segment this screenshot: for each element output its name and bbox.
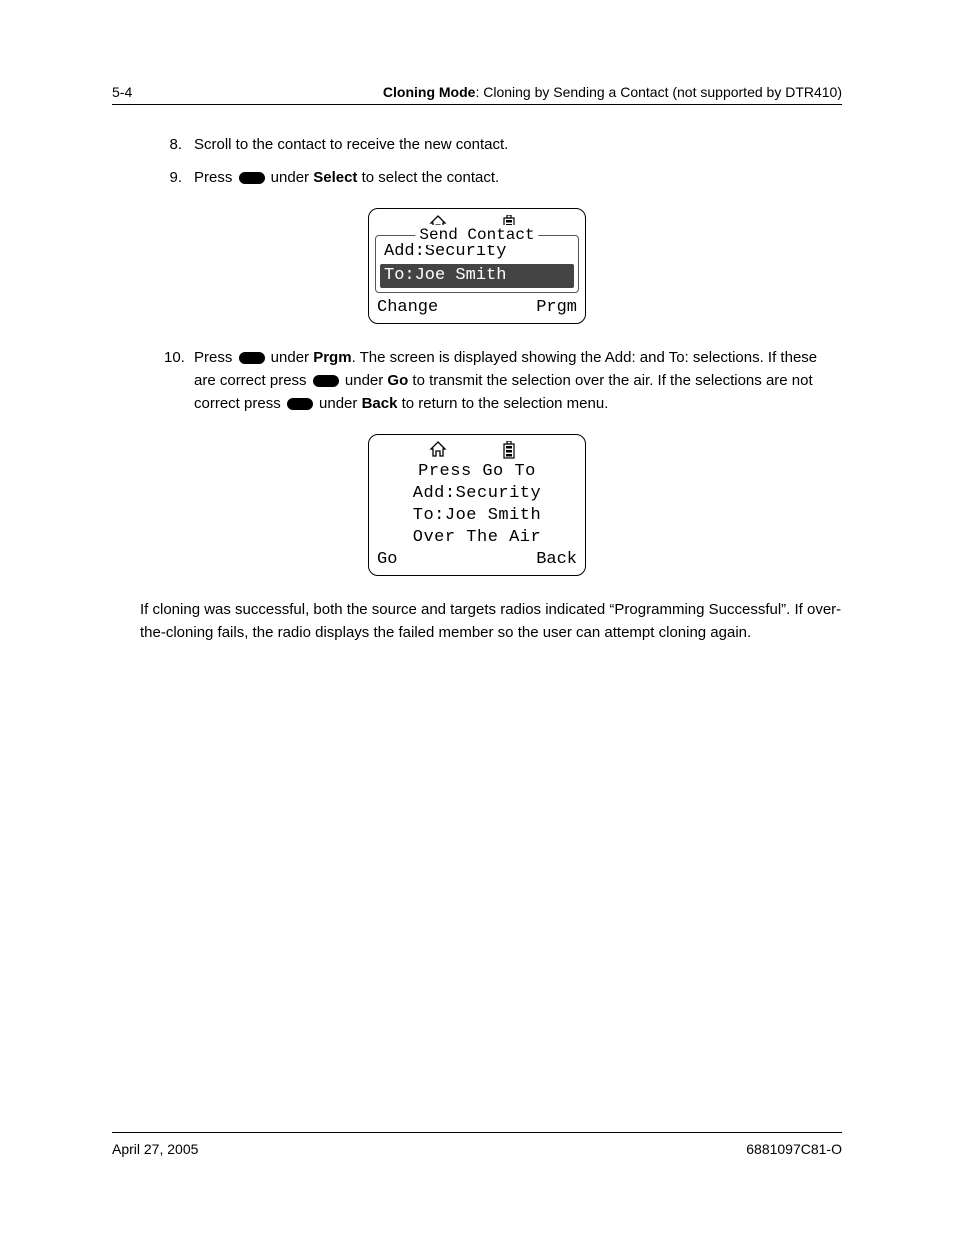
screen-line-3: To:Joe Smith (369, 505, 585, 527)
softkey-button-icon (313, 375, 339, 387)
home-icon (429, 441, 447, 459)
text-fragment: under (315, 395, 362, 412)
radio-screen-2: Press Go To Add:Security To:Joe Smith Ov… (368, 434, 586, 576)
text-fragment: to return to the selection menu. (397, 395, 608, 412)
section-title: Cloning Mode: Cloning by Sending a Conta… (383, 84, 842, 100)
step-number: 8. (164, 133, 194, 156)
status-bar (369, 441, 585, 459)
screen-softkey-row: Go Back (369, 549, 585, 573)
step-text: Press under Select to select the contact… (194, 166, 842, 189)
text-bold: Select (313, 169, 357, 186)
battery-icon (503, 441, 515, 459)
screen-group-box: Send Contact Add:Security To:Joe Smith (375, 235, 579, 293)
screen-line-2: Add:Security (369, 483, 585, 505)
closing-paragraph: If cloning was successful, both the sour… (140, 598, 842, 645)
softkey-left-label: Change (377, 297, 438, 319)
text-fragment: under (341, 372, 388, 389)
step-10: 10. Press under Prgm. The screen is disp… (164, 346, 842, 416)
step-text: Press under Prgm. The screen is displaye… (194, 346, 842, 416)
step-8: 8. Scroll to the contact to receive the … (164, 133, 842, 156)
footer-date: April 27, 2005 (112, 1141, 198, 1157)
screen-row-to-selected: To:Joe Smith (380, 264, 574, 288)
softkey-button-icon (287, 398, 313, 410)
screen-line-4: Over The Air (369, 527, 585, 549)
screen-2-wrap: Press Go To Add:Security To:Joe Smith Ov… (112, 434, 842, 576)
softkey-right-label: Prgm (536, 297, 577, 319)
step-text: Scroll to the contact to receive the new… (194, 133, 842, 156)
step-9: 9. Press under Select to select the cont… (164, 166, 842, 189)
screen-line-1: Press Go To (369, 461, 585, 483)
text-fragment: under (267, 169, 314, 186)
text-bold: Back (362, 395, 398, 412)
page-header: 5-4 Cloning Mode: Cloning by Sending a C… (112, 84, 842, 105)
text-fragment: under (267, 349, 314, 366)
softkey-right-label: Back (536, 549, 577, 571)
softkey-button-icon (239, 172, 265, 184)
screen-softkey-row: Change Prgm (369, 297, 585, 321)
step-number: 9. (164, 166, 194, 189)
step-number: 10. (164, 346, 194, 416)
screen-group-title: Send Contact (415, 225, 538, 246)
screen-1-wrap: Send Contact Add:Security To:Joe Smith C… (112, 208, 842, 324)
text-bold: Prgm (313, 349, 351, 366)
text-fragment: to select the contact. (357, 169, 499, 186)
section-title-bold: Cloning Mode (383, 84, 476, 100)
softkey-left-label: Go (377, 549, 397, 571)
page-footer: April 27, 2005 6881097C81-O (112, 1132, 842, 1157)
softkey-button-icon (239, 352, 265, 364)
section-title-rest: : Cloning by Sending a Contact (not supp… (475, 84, 842, 100)
text-bold: Go (387, 372, 408, 389)
text-fragment: Press (194, 349, 237, 366)
text-fragment: Press (194, 169, 237, 186)
page-number: 5-4 (112, 84, 132, 100)
radio-screen-1: Send Contact Add:Security To:Joe Smith C… (368, 208, 586, 324)
footer-docnum: 6881097C81-O (746, 1141, 842, 1157)
